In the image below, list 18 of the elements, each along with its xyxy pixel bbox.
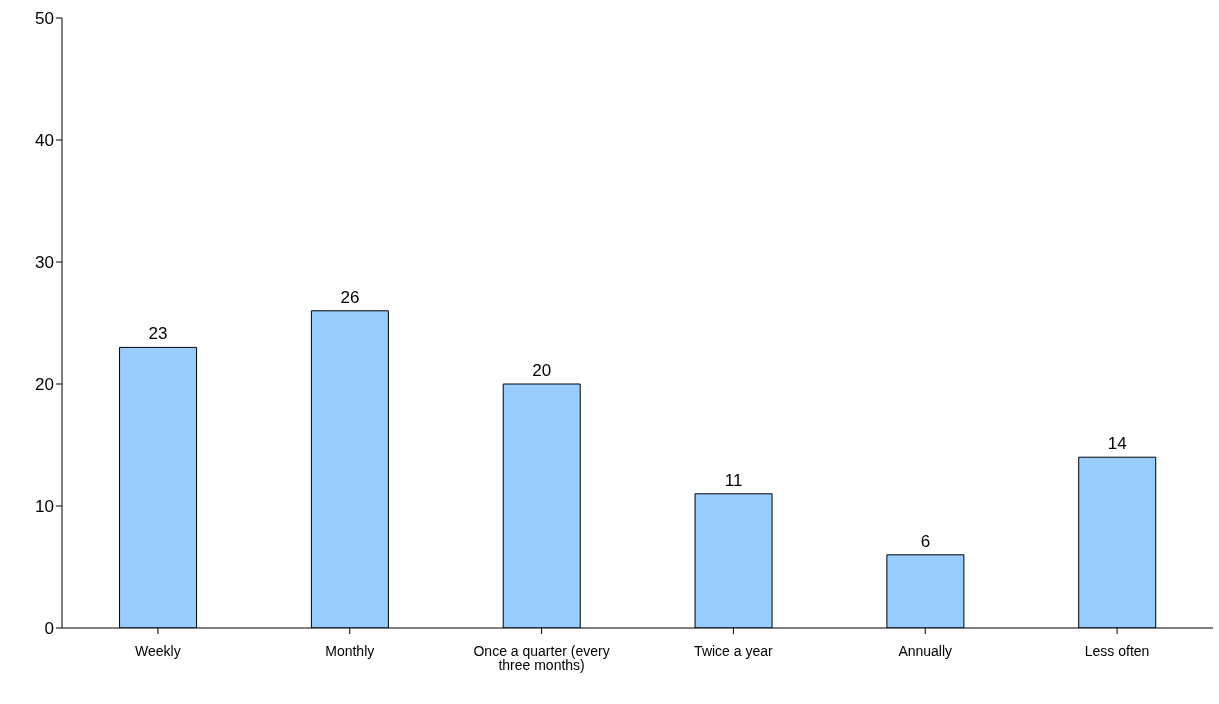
- data-label: 20: [532, 361, 552, 380]
- y-tick-label: 30: [35, 253, 54, 273]
- data-label: 23: [148, 324, 168, 344]
- x-tick-label: Twice a year: [694, 642, 774, 659]
- x-tick-label: Annually: [898, 642, 953, 659]
- data-label: 26: [340, 287, 360, 307]
- data-label: 11: [724, 470, 743, 490]
- x-tick-label: Less often: [1084, 642, 1150, 659]
- y-tick-label: 50: [35, 9, 54, 29]
- y-tick-label: 0: [44, 619, 54, 639]
- y-tick-label: 20: [35, 375, 54, 395]
- x-tick-label: Weekly: [135, 642, 181, 659]
- y-tick-label: 10: [35, 497, 54, 517]
- y-tick-label: 40: [35, 131, 54, 151]
- x-tick-label: Once a quarter (every three months): [473, 642, 610, 673]
- data-label: 14: [1107, 434, 1127, 454]
- x-tick-label: Monthly: [325, 642, 375, 659]
- data-label: 6: [920, 531, 931, 551]
